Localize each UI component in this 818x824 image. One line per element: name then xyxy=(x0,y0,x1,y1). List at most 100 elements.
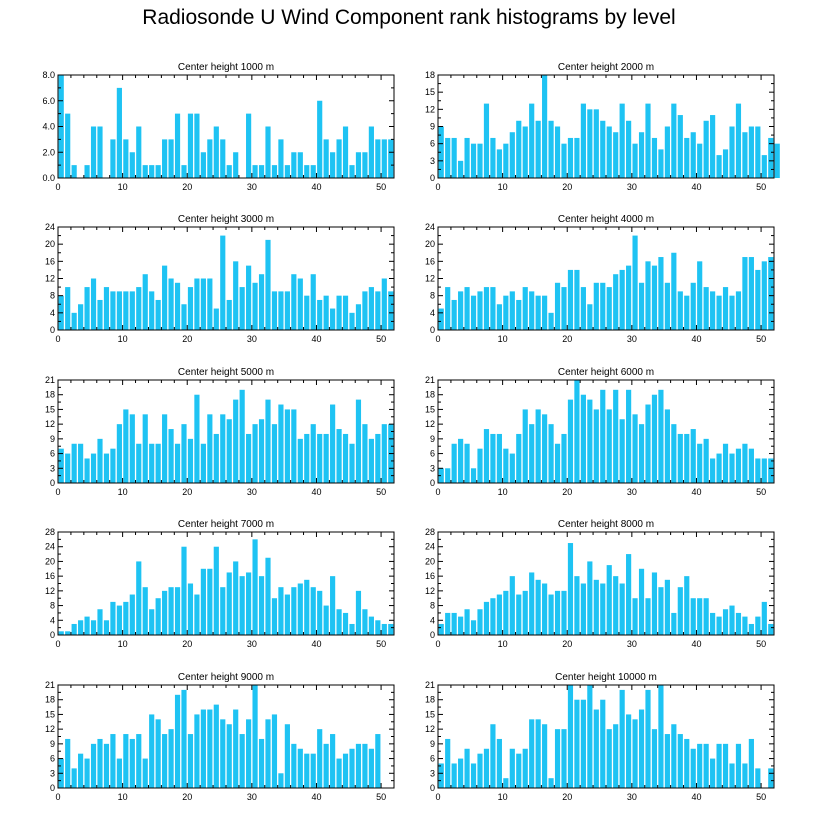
panel-title: Center height 10000 m xyxy=(555,672,657,683)
bar xyxy=(490,137,496,178)
bar xyxy=(265,239,271,330)
bar xyxy=(310,274,316,330)
bar xyxy=(735,103,742,178)
bar xyxy=(278,587,284,635)
x-tick-label: 0 xyxy=(435,639,440,649)
bar xyxy=(84,758,90,788)
bar xyxy=(116,424,122,483)
bar xyxy=(103,287,110,330)
bar xyxy=(496,304,502,330)
bar xyxy=(330,308,336,330)
bar xyxy=(606,287,612,330)
bar xyxy=(291,152,297,178)
bar xyxy=(65,287,71,330)
bar xyxy=(78,304,84,330)
x-tick-label: 30 xyxy=(627,182,637,192)
x-tick-label: 0 xyxy=(55,487,60,497)
bar xyxy=(483,429,490,483)
bar xyxy=(703,743,709,788)
bar xyxy=(496,594,502,635)
bar xyxy=(716,155,722,178)
bar xyxy=(529,291,535,330)
bar xyxy=(516,753,522,788)
bar xyxy=(375,291,381,330)
bar xyxy=(194,113,200,178)
y-tick-label: 16 xyxy=(425,571,435,581)
bar xyxy=(626,714,632,788)
y-tick-label: 18 xyxy=(45,390,55,400)
bar xyxy=(207,139,213,178)
bar xyxy=(187,113,194,178)
x-tick-label: 30 xyxy=(247,639,257,649)
bar xyxy=(304,433,310,483)
bar xyxy=(658,257,664,330)
bar xyxy=(768,137,774,178)
bar xyxy=(110,448,116,483)
x-tick-label: 20 xyxy=(182,639,192,649)
bar xyxy=(129,291,135,330)
bar xyxy=(445,612,451,635)
bar xyxy=(200,152,206,178)
bar xyxy=(362,609,368,635)
bar xyxy=(554,282,561,330)
bar xyxy=(438,308,444,330)
bar xyxy=(684,295,690,330)
bar xyxy=(600,389,606,483)
bar xyxy=(310,165,316,178)
bar xyxy=(451,612,457,635)
bar xyxy=(155,719,161,788)
bar xyxy=(761,155,767,178)
bar xyxy=(697,598,703,635)
bar xyxy=(271,598,278,635)
y-tick-label: 12 xyxy=(425,274,435,284)
y-tick-label: 0 xyxy=(430,325,435,335)
bar xyxy=(742,443,748,483)
y-tick-label: 21 xyxy=(425,375,435,385)
bar xyxy=(703,287,709,330)
bar xyxy=(233,261,239,330)
y-tick-label: 4.0 xyxy=(42,122,55,132)
y-tick-label: 3 xyxy=(50,463,55,473)
bar xyxy=(207,568,213,635)
bar xyxy=(136,561,142,635)
bar xyxy=(580,583,586,635)
bar xyxy=(755,126,761,178)
panel-9: Center height 9000 m 0 10 20 30 40 50 0 3 6 9 12 15 1… xyxy=(45,672,395,802)
y-tick-label: 4 xyxy=(50,615,55,625)
bar xyxy=(174,113,181,178)
bar xyxy=(162,734,168,788)
bar xyxy=(580,394,586,483)
bar xyxy=(742,763,748,788)
bar xyxy=(722,443,729,483)
bar xyxy=(84,165,90,178)
y-tick-label: 6 xyxy=(430,139,435,149)
bar xyxy=(78,620,84,635)
x-tick-label: 10 xyxy=(118,792,128,802)
bar xyxy=(703,438,709,483)
bar xyxy=(516,594,522,635)
y-tick-label: 9 xyxy=(430,434,435,444)
bar xyxy=(213,433,219,483)
y-tick-label: 24 xyxy=(45,222,55,232)
bar xyxy=(684,576,690,635)
bar xyxy=(671,424,677,483)
bar xyxy=(684,738,690,788)
bar xyxy=(207,709,213,788)
bar xyxy=(619,689,625,788)
bar xyxy=(174,587,181,635)
x-tick-label: 0 xyxy=(435,182,440,192)
bar xyxy=(252,165,258,178)
bar xyxy=(503,143,509,178)
x-tick-label: 50 xyxy=(376,792,386,802)
bar xyxy=(194,394,200,483)
x-tick-label: 20 xyxy=(562,182,572,192)
bar xyxy=(123,601,129,635)
bar xyxy=(110,601,116,635)
y-tick-label: 20 xyxy=(45,239,55,249)
x-tick-label: 40 xyxy=(311,334,321,344)
bar xyxy=(181,689,187,788)
panel-10: Center height 10000 m 0 10 20 30 40 50 0 3 6 9 12 15… xyxy=(425,672,775,802)
bar xyxy=(593,282,599,330)
bar xyxy=(600,282,606,330)
bar xyxy=(626,265,632,330)
